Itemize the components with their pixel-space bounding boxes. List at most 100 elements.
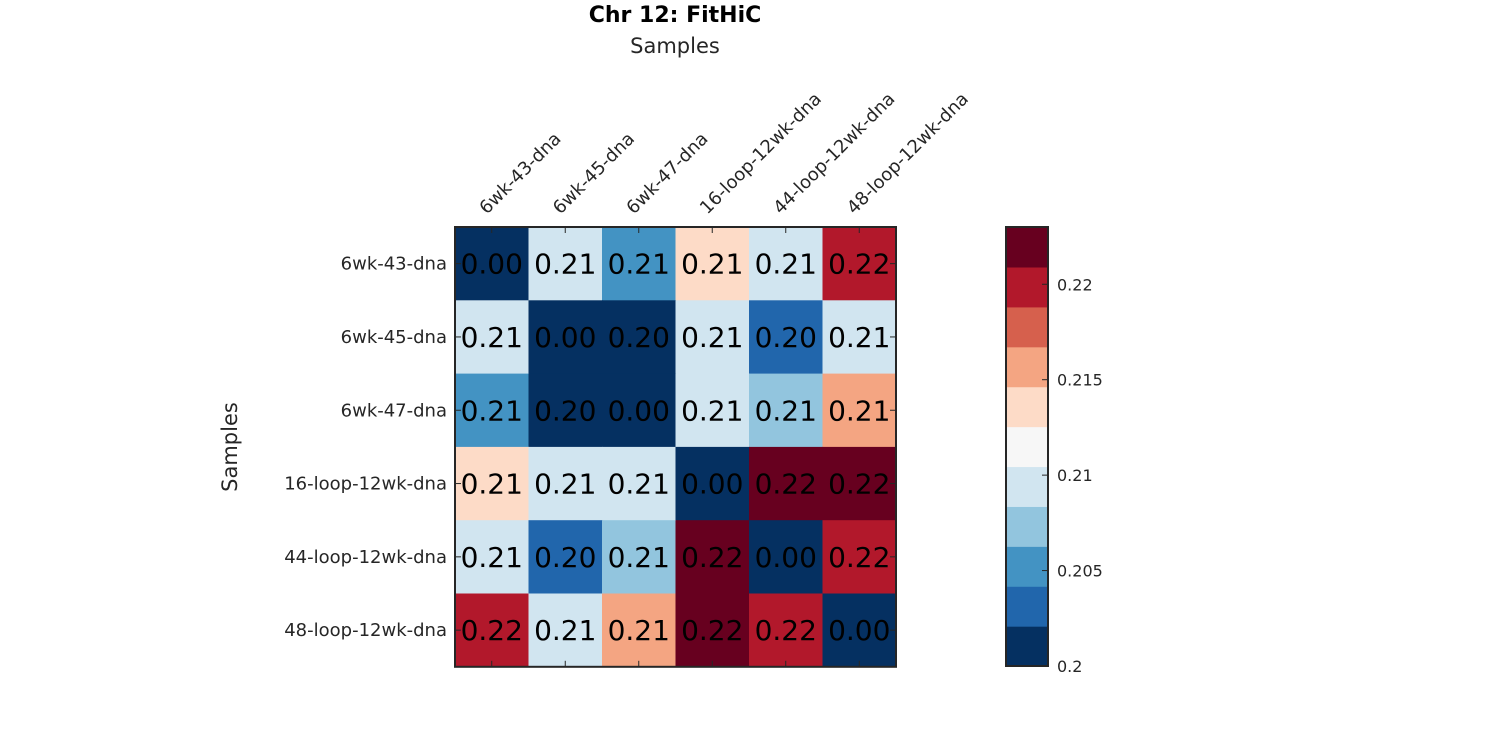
heatmap-cell-labels: 0.00 0.21 0.21 0.21 0.21 0.22 0.21 0.00 0.20 0.21… [461,248,891,648]
heatmap-cell [822,373,897,448]
cell-value-label: 0.21 [828,321,890,354]
heatmap-cell [675,227,750,301]
heatmap-cells [454,226,897,668]
cell-value-label: 0.21 [461,321,523,354]
colorbar-segment [1006,546,1048,587]
x-axis-label: Samples [630,34,720,58]
plot-frame [454,226,897,668]
cell-value-label: 0.22 [755,468,817,501]
colorbar-segment [1006,506,1048,547]
heatmap-cell [602,520,677,595]
cell-value-label: 0.21 [681,248,743,281]
heatmap-cell [455,373,530,448]
cell-value-label: 0.21 [461,394,523,427]
cell-value-label: 0.21 [608,248,670,281]
y-tick-label: 16-loop-12wk-dna [284,474,447,495]
colorbar-segment [1006,626,1048,667]
y-tick-label: 6wk-45-dna [341,327,447,348]
heatmap-cell [602,593,677,668]
cell-value-label: 0.22 [681,614,743,647]
y-tick-label: 48-loop-12wk-dna [284,620,447,641]
cell-value-label: 0.00 [461,248,523,281]
cell-value-label: 0.00 [828,614,890,647]
heatmap-cell [455,227,530,301]
heatmap-cell [822,446,897,521]
heatmap-cell [749,593,824,668]
colorbar-tick-label: 0.215 [1057,371,1103,390]
cell-value-label: 0.21 [755,394,817,427]
heatmap-cell [749,373,824,448]
y-tick-label: 6wk-43-dna [341,254,447,275]
heatmap-cell [455,520,530,595]
cell-value-label: 0.22 [828,248,890,281]
cell-value-label: 0.21 [828,394,890,427]
colorbar-segment [1006,466,1048,507]
cell-value-label: 0.21 [681,321,743,354]
heatmap-cell [749,227,824,301]
x-tick-label: 16-loop-12wk-dna [696,89,826,219]
cell-value-label: 0.20 [534,541,596,574]
cell-value-label: 0.22 [461,614,523,647]
heatmap-cell [528,593,603,668]
cell-value-label: 0.20 [608,321,670,354]
cell-value-label: 0.21 [461,468,523,501]
x-tick-label: 48-loop-12wk-dna [843,89,973,219]
colorbar-segment [1006,266,1048,308]
heatmap-cell [749,520,824,595]
colorbar-tick-label: 0.205 [1057,562,1103,581]
chart-title: Chr 12: FitHiC [589,3,762,28]
heatmap-cell [528,520,603,595]
colorbar-segment [1006,306,1048,348]
cell-value-label: 0.21 [608,541,670,574]
heatmap-cell [528,300,603,375]
cell-value-label: 0.00 [608,394,670,427]
heatmap-cell [822,227,897,301]
cell-value-label: 0.00 [755,541,817,574]
heatmap-cell [675,593,750,668]
heatmap-cell [822,520,897,595]
heatmap-cell [455,593,530,668]
heatmap-cell [455,446,530,521]
cell-value-label: 0.22 [828,541,890,574]
cell-value-label: 0.20 [755,321,817,354]
heatmap-cell [749,300,824,375]
colorbar-segment [1006,346,1048,388]
colorbar-frame [1005,226,1049,667]
heatmap-cell [528,373,603,448]
colorbar-tick-label: 0.21 [1057,466,1093,485]
heatmap-cell [602,300,677,375]
colorbar-tick-label: 0.22 [1057,275,1093,294]
cell-value-label: 0.22 [828,468,890,501]
heatmap-cell [822,593,897,668]
x-tick-label: 44-loop-12wk-dna [769,89,899,219]
heatmap-cell [602,227,677,301]
cell-value-label: 0.21 [461,541,523,574]
heatmap-cell [675,446,750,521]
heatmap-cell [749,446,824,521]
heatmap-cell [602,446,677,521]
y-axis-label: Samples [218,402,242,492]
heatmap-cell [455,300,530,375]
colorbar-tick-label: 0.2 [1057,657,1082,676]
heatmap-cell [675,300,750,375]
heatmap-cell [675,520,750,595]
heatmap-cell [602,373,677,448]
cell-value-label: 0.22 [681,541,743,574]
cell-value-label: 0.22 [755,614,817,647]
heatmap-cell [528,227,603,301]
y-tick-label: 44-loop-12wk-dna [284,547,447,568]
cell-value-label: 0.21 [608,614,670,647]
cell-value-label: 0.00 [534,321,596,354]
heatmap-cell [675,373,750,448]
cell-value-label: 0.21 [534,614,596,647]
cell-value-label: 0.21 [534,468,596,501]
cell-value-label: 0.21 [534,248,596,281]
cell-value-label: 0.20 [534,394,596,427]
cell-value-label: 0.00 [681,468,743,501]
colorbar-segment [1006,227,1048,268]
cell-value-label: 0.21 [681,394,743,427]
y-tick-labels: 6wk-43-dna 6wk-45-dna 6wk-47-dna 16-loop-12… [284,254,896,641]
heatmap-cell [528,446,603,521]
colorbar-segment [1006,586,1048,627]
